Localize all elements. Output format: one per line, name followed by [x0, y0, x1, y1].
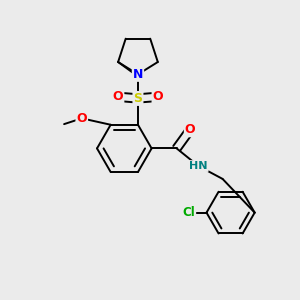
Text: S: S	[134, 92, 142, 105]
Text: O: O	[185, 123, 195, 136]
Text: Cl: Cl	[182, 206, 195, 219]
Text: O: O	[113, 90, 123, 103]
Text: O: O	[76, 112, 87, 125]
Text: O: O	[153, 90, 163, 103]
Text: HN: HN	[189, 161, 208, 171]
Text: N: N	[133, 68, 143, 81]
